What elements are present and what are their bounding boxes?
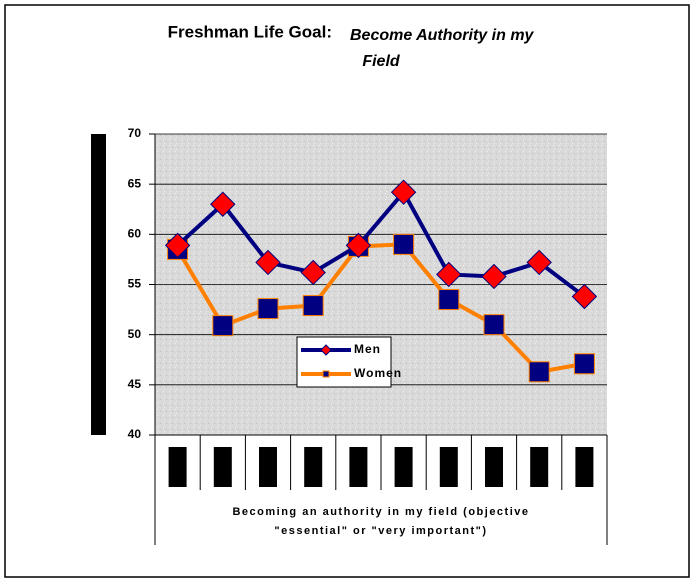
y-tick-label: 50: [128, 327, 142, 341]
marker: [300, 259, 326, 286]
marker: [164, 232, 191, 259]
y-tick-label: 65: [128, 176, 142, 190]
marker: [255, 249, 281, 276]
marker: [436, 261, 462, 288]
x-tick-label-block: [259, 447, 277, 487]
x-tick-label-block: [530, 447, 549, 487]
x-tick-label-block: [168, 447, 187, 487]
y-axis-label-block: [91, 134, 106, 435]
y-tick-label: 60: [128, 227, 142, 241]
y-tick-label: 45: [128, 377, 142, 391]
legend-marker: [322, 370, 330, 378]
x-axis-title: Becoming an authority in my field (objec…: [232, 506, 529, 518]
marker: [438, 289, 460, 311]
marker: [210, 191, 236, 217]
y-tick-label: 70: [128, 126, 142, 140]
series-line: [176, 188, 586, 299]
chart-title: Freshman Life Goal:: [168, 22, 332, 41]
marker: [483, 314, 505, 336]
chart-subtitle: Become Authority in my Field: [350, 27, 535, 70]
legend-label: Women: [354, 366, 402, 380]
series-line: [175, 242, 585, 374]
marker: [573, 353, 595, 375]
marker: [481, 263, 507, 290]
x-tick-label-block: [304, 447, 323, 487]
x-tick-label-block: [213, 447, 232, 487]
marker: [393, 233, 415, 255]
marker: [571, 283, 598, 310]
x-tick-label-block: [485, 447, 503, 487]
y-tick-label: 40: [128, 427, 142, 441]
marker: [212, 315, 234, 337]
x-axis-title: "essential" or "very important"): [274, 525, 487, 537]
legend-marker: [320, 344, 332, 356]
marker: [345, 232, 372, 259]
x-tick-label-block: [575, 447, 594, 487]
x-tick-label-block: [349, 447, 368, 487]
x-tick-label-block: [394, 447, 413, 487]
marker: [390, 179, 417, 205]
legend-label: Men: [354, 342, 381, 356]
legend: [296, 336, 392, 388]
x-tick-label-block: [439, 447, 458, 487]
marker: [528, 361, 550, 383]
marker: [302, 295, 324, 317]
marker: [257, 298, 279, 320]
marker: [526, 249, 552, 276]
y-tick-label: 55: [128, 277, 142, 291]
